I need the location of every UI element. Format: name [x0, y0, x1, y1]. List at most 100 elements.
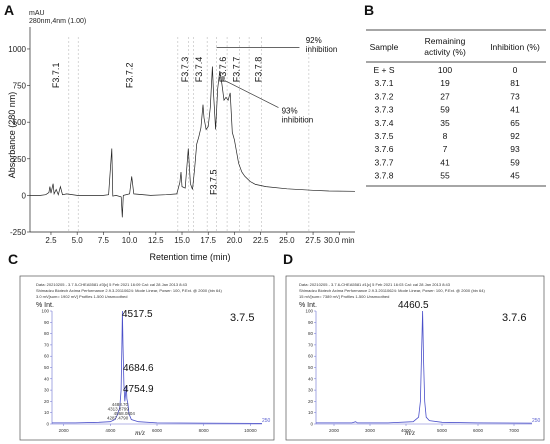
ms-x-tick-label: 4000	[105, 428, 116, 433]
panel-a-chromatogram: mAU 280nm,4nm (1.00) -250 0 250 500 750 1000 2…	[7, 10, 356, 262]
ms-y-tick-label: 10	[44, 410, 50, 415]
ms-y-tick-label: 40	[44, 376, 50, 381]
panel-letter-a: A	[4, 2, 14, 18]
table-cell: 55	[440, 171, 450, 181]
panel-d-axes: 0 10 20 30 40 50 60 70 80 90 100 2000 3000 4000 5000 60…	[305, 309, 532, 433]
fraction-labels: F3.7.1 F3.7.2 F3.7.3 F3.7.4 F3.7.5 F3.7.6 F3.7…	[51, 57, 263, 195]
ms-x-tick-label: 2000	[329, 428, 340, 433]
table-cell: 35	[440, 118, 450, 128]
panel-d-xlabel: m/z	[405, 429, 415, 437]
panel-d-ylabel: % Int.	[299, 302, 317, 309]
x-tick-label: 27.5	[305, 236, 321, 245]
x-tick-label: 2.5	[45, 236, 57, 245]
table-cell: 0	[513, 65, 518, 75]
y-tick-label: 1000	[8, 45, 26, 54]
y-tick-label: -250	[10, 228, 27, 237]
panel-d-frame	[285, 275, 545, 441]
panel-d-title: 3.7.6	[502, 312, 526, 324]
table-cell: 3.7.6	[375, 144, 394, 154]
table-cell: 59	[510, 157, 520, 167]
ms-x-tick-label: 5000	[437, 428, 448, 433]
panel-d-ms-spectrum: Data: 20210205 - 3.7.6-CHEA5581 #1[c] 5 …	[285, 275, 545, 441]
panel-c-header-1: Data: 20210205 - 3.7.5-CHEA5581 #3[c] 5 …	[36, 282, 188, 287]
table-cell: 8	[443, 131, 448, 141]
panel-c-ylabel: % Int.	[36, 302, 54, 309]
x-tick-label: 30.0 min	[324, 236, 355, 245]
x-tick-label: 20.0	[227, 236, 243, 245]
panel-c-ms-spectrum: Data: 20210205 - 3.7.5-CHEA5581 #3[c] 5 …	[19, 275, 275, 441]
table-cell: 27	[440, 91, 450, 101]
panel-a-ylabel: Absorbance (280 nm)	[7, 92, 17, 179]
table-cell: 41	[440, 157, 450, 167]
panel-letter-c: C	[8, 251, 18, 267]
fraction-label: F3.7.4	[194, 57, 204, 83]
panel-d-peak-labels: 4460.5	[398, 300, 429, 311]
ms-x-tick-label: 3000	[365, 428, 376, 433]
panel-a-xlabel: Retention time (min)	[149, 252, 230, 262]
panel-c-header-2: Shimadzu Biotech Axima Performance 2.9.3…	[36, 288, 222, 293]
panel-a-channel: 280nm,4nm (1.00)	[29, 18, 86, 25]
ms-minor-peak-label: 4568.0804	[114, 411, 136, 416]
ms-y-tick-label: 100	[41, 309, 49, 314]
ms-peak-label: 4684.6	[123, 363, 154, 374]
table-cell: 93	[510, 144, 520, 154]
chromatogram-trace	[30, 66, 356, 218]
panel-d-right-label: 250	[532, 418, 541, 424]
table-column-header: activity (%)	[424, 47, 466, 57]
x-tick-label: 7.5	[98, 236, 110, 245]
annotation-93-value: 93%	[282, 106, 298, 115]
panel-d-header-1: Data: 20210205 - 3.7.6-CHEA5581 #1[c] 5 …	[299, 282, 451, 287]
ms-minor-peak-label: 4488.70	[112, 402, 129, 407]
annotation-92-value: 92%	[306, 36, 322, 45]
ms-y-tick-label: 80	[44, 331, 50, 336]
ms-x-tick-label: 4000	[401, 428, 412, 433]
panel-c-peak-labels: 4517.5 4684.6 4754.9 4488.704313.87994568.0…	[107, 309, 154, 420]
table-cell: 19	[440, 78, 450, 88]
y-tick-label: 750	[13, 82, 27, 91]
ms-y-tick-label: 50	[308, 365, 314, 370]
annotation-93-text: inhibition	[282, 115, 314, 124]
panel-d-header-2: Shimadzu Biotech Axima Performance 2.9.3…	[299, 288, 485, 293]
table-cell: 41	[510, 105, 520, 115]
table-cell: 3.7.4	[375, 118, 394, 128]
ms-y-tick-label: 70	[44, 342, 50, 347]
x-tick-label: 10.0	[122, 236, 138, 245]
table-body: E + S 100 0 3.7.1 19 81 3.7.2 27 73 3.7.3 59 41 3.7.…	[373, 65, 520, 181]
ms-y-tick-label: 90	[44, 320, 50, 325]
table-cell: 65	[510, 118, 520, 128]
table-cell: 3.7.1	[375, 78, 394, 88]
ms-x-tick-label: 7000	[509, 428, 520, 433]
table-cell: 100	[438, 65, 452, 75]
fraction-label: F3.7.2	[125, 63, 135, 89]
fraction-label: F3.7.1	[51, 63, 61, 89]
annotation-92-text: inhibition	[306, 45, 338, 54]
x-tick-label: 12.5	[148, 236, 164, 245]
panel-letter-d: D	[283, 251, 293, 267]
table-cell: 45	[510, 171, 520, 181]
table-cell: 3.7.2	[375, 91, 394, 101]
ms-x-tick-label: 6000	[152, 428, 163, 433]
x-tick-label: 15.0	[174, 236, 190, 245]
table-cell: 73	[510, 91, 520, 101]
ms-peak-label: 4754.9	[123, 384, 154, 395]
ms-y-tick-label: 10	[308, 410, 314, 415]
ms-trace-c	[52, 310, 263, 424]
x-tick-label: 22.5	[253, 236, 269, 245]
table-cell: 59	[440, 105, 450, 115]
ms-y-tick-label: 50	[44, 365, 50, 370]
fraction-label: F3.7.5	[208, 169, 218, 195]
table-column-header: Inhibition (%)	[490, 42, 540, 52]
ms-x-tick-label: 6000	[473, 428, 484, 433]
ms-x-tick-label: 8000	[199, 428, 210, 433]
x-tick-label: 17.5	[200, 236, 216, 245]
fraction-label: F3.7.6	[218, 57, 228, 83]
fraction-boundaries	[68, 37, 310, 232]
table-cell: 7	[443, 144, 448, 154]
table-cell: E + S	[373, 65, 394, 75]
ms-y-tick-label: 0	[310, 422, 313, 427]
annotation-dot-93	[220, 76, 226, 81]
x-tick-label: 25.0	[279, 236, 295, 245]
